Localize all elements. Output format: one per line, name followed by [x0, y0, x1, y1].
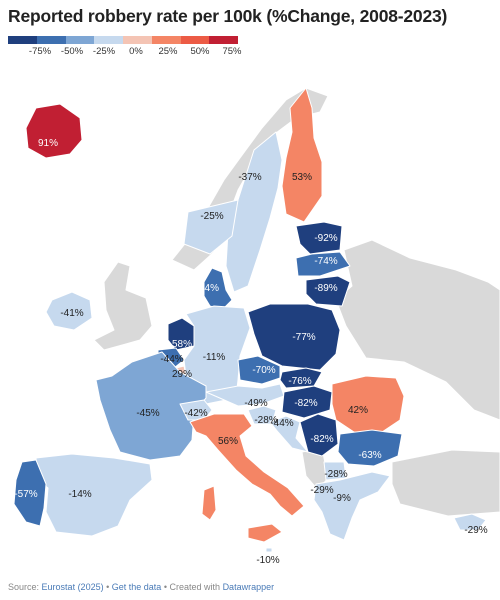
bulgaria-region	[337, 429, 403, 467]
uk-region	[93, 261, 153, 351]
label-belgium: -44%	[160, 354, 183, 365]
label-france: -45%	[136, 408, 159, 419]
label-latvia: -74%	[314, 256, 337, 267]
footer-separator: •	[106, 582, 110, 592]
label-greece: -9%	[333, 493, 351, 504]
label-austria: -49%	[244, 398, 267, 409]
label-switzerland: -42%	[184, 408, 207, 419]
label-bulgaria: -63%	[358, 450, 381, 461]
label-spain: -14%	[68, 489, 91, 500]
denmark-region	[203, 267, 233, 311]
label-sweden-north: -37%	[238, 172, 261, 183]
estonia-region	[295, 221, 343, 255]
map-footer: Source: Eurostat (2025) • Get the data •…	[8, 582, 274, 592]
label-malta: -10%	[256, 555, 279, 566]
label-albania: -29%	[310, 485, 333, 496]
source-link[interactable]: Eurostat (2025)	[41, 582, 104, 592]
legend-swatch	[209, 36, 238, 44]
legend-tick: -75%	[28, 46, 52, 57]
legend-tick: 75%	[222, 46, 242, 57]
label-serbia: -82%	[310, 434, 333, 445]
sicily-region	[247, 523, 283, 543]
legend-swatches	[8, 36, 238, 44]
malta-region	[265, 547, 273, 553]
label-estonia: -92%	[314, 233, 337, 244]
label-germany: -11%	[203, 352, 226, 363]
ireland-region	[45, 291, 93, 331]
label-italy: 56%	[218, 436, 238, 447]
datawrapper-link[interactable]: Datawrapper	[222, 582, 275, 592]
europe-choropleth-map: 91% 53% -37% -25% -92% -74% -89% 64% -41…	[13, 87, 500, 566]
sweden-south-band	[183, 199, 239, 255]
legend-swatch	[151, 36, 181, 44]
austria-region	[205, 383, 285, 407]
hungary-region	[281, 385, 333, 419]
label-netherlands: 58%	[172, 339, 192, 350]
iceland-region	[25, 103, 83, 159]
map-title: Reported robbery rate per 100k (%Change,…	[8, 6, 448, 26]
switzerland-region	[179, 399, 213, 421]
greece-region	[313, 471, 391, 541]
spain-region	[35, 453, 153, 537]
legend-tick: 25%	[158, 46, 178, 57]
label-luxembourg: 29%	[172, 369, 192, 380]
label-finland: 53%	[292, 172, 312, 183]
label-slovenia: -28%	[254, 415, 277, 426]
lithuania-region	[305, 275, 351, 307]
footer-separator: •	[163, 582, 167, 592]
poland-region	[247, 303, 341, 371]
legend-swatch	[36, 36, 66, 44]
turkey-region	[391, 449, 500, 517]
legend-swatch	[123, 36, 152, 44]
italy-region	[189, 413, 305, 517]
russia-belarus-ukraine-region	[335, 239, 500, 421]
legend-swatch	[65, 36, 95, 44]
latvia-region	[295, 251, 351, 277]
france-region	[95, 351, 207, 461]
legend-swatch	[94, 36, 123, 44]
created-with-text: Created with	[169, 582, 221, 592]
label-portugal: -57%	[14, 489, 37, 500]
legend-tick: 0%	[129, 46, 143, 57]
romania-region	[331, 375, 405, 433]
portugal-region	[13, 459, 47, 527]
label-north-macedonia: -28%	[324, 469, 347, 480]
label-denmark: 64%	[199, 283, 219, 294]
legend-tick: 50%	[190, 46, 210, 57]
label-sweden-south: -25%	[200, 211, 223, 222]
serbia-region	[299, 413, 339, 457]
croatia-region	[269, 415, 309, 453]
slovenia-region	[247, 405, 277, 425]
label-poland: -77%	[292, 332, 315, 343]
get-data-link[interactable]: Get the data	[111, 582, 162, 592]
label-cyprus: -29%	[464, 525, 487, 536]
legend-swatch	[8, 36, 37, 44]
legend-tick: -25%	[92, 46, 116, 57]
cyprus-region	[453, 513, 487, 531]
label-lithuania: -89%	[314, 283, 337, 294]
legend-swatch	[180, 36, 210, 44]
germany-region	[183, 305, 251, 405]
color-legend: -75% -50% -25% 0% 25% 50% 75%	[8, 36, 242, 60]
label-romania: 42%	[348, 405, 368, 416]
source-prefix: Source:	[8, 582, 40, 592]
legend-tick: -50%	[60, 46, 84, 57]
label-hungary: -82%	[294, 398, 317, 409]
label-iceland: 91%	[38, 138, 58, 149]
label-slovakia: -76%	[288, 376, 311, 387]
label-ireland: -41%	[60, 308, 83, 319]
label-czechia: -70%	[252, 365, 275, 376]
label-croatia: -44%	[270, 418, 293, 429]
sardinia-region	[201, 485, 217, 521]
finland-region	[281, 87, 323, 223]
